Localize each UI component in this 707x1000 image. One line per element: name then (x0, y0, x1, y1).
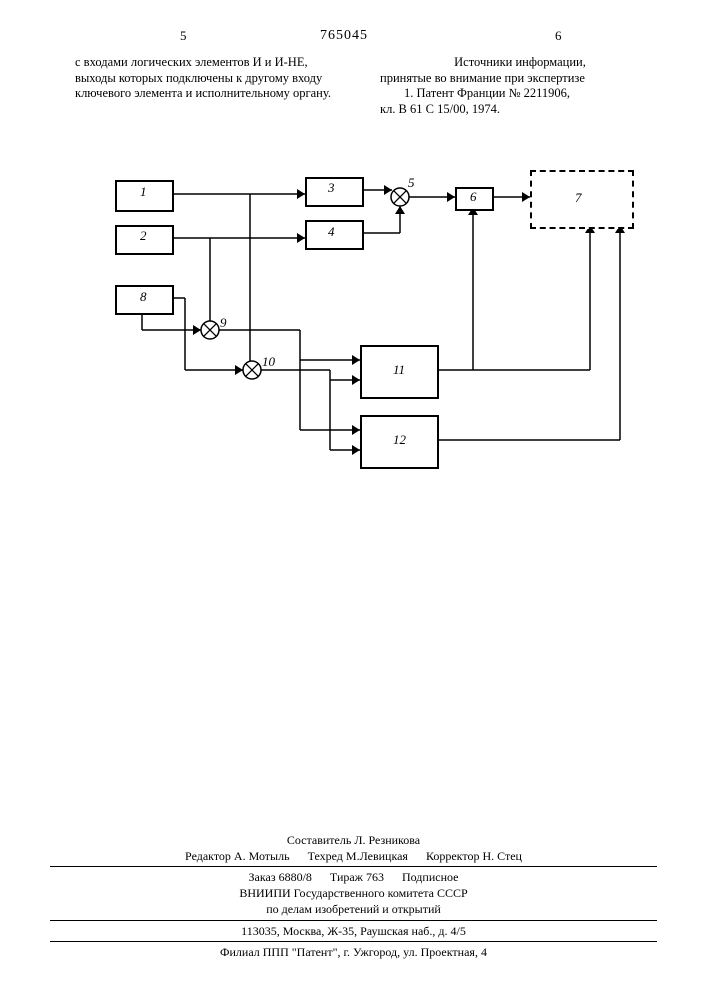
footer: Составитель Л. Резникова Редактор А. Мот… (50, 832, 657, 960)
block-label-12: 12 (393, 432, 406, 448)
node-label-5: 5 (408, 175, 415, 191)
block-label-2: 2 (140, 228, 147, 244)
right-column: Источники информации, принятые во вниман… (380, 55, 660, 118)
block-label-3: 3 (328, 180, 335, 196)
footer-addr2: Филиал ППП "Патент", г. Ужгород, ул. Про… (50, 941, 657, 960)
block-label-6: 6 (470, 189, 477, 205)
footer-tech: Техред М.Левицкая (308, 848, 408, 864)
block-label-8: 8 (140, 289, 147, 305)
block-label-4: 4 (328, 224, 335, 240)
footer-podpis: Подписное (402, 869, 459, 885)
footer-corrector: Корректор Н. Стец (426, 848, 522, 864)
footer-compiler: Составитель Л. Резникова (50, 832, 657, 848)
left-column-text: с входами логических элементов И и И-НЕ,… (75, 55, 335, 102)
sources-ref-2: кл. B 61 C 15/00, 1974. (380, 102, 660, 118)
node-label-10: 10 (262, 354, 275, 370)
footer-tirazh: Тираж 763 (330, 869, 384, 885)
block-diagram: 591012348671112 (80, 170, 640, 500)
footer-org1: ВНИИПИ Государственного комитета СССР (50, 885, 657, 901)
block-label-11: 11 (393, 362, 405, 378)
sources-ref-1: 1. Патент Франции № 2211906, (380, 86, 660, 102)
footer-editor: Редактор А. Мотыль (185, 848, 290, 864)
node-label-9: 9 (220, 315, 227, 331)
footer-addr1: 113035, Москва, Ж-35, Раушская наб., д. … (50, 920, 657, 939)
block-7 (530, 170, 634, 229)
block-label-1: 1 (140, 184, 147, 200)
block-label-7: 7 (575, 190, 582, 206)
page-num-left: 5 (180, 28, 187, 44)
footer-order: Заказ 6880/8 (249, 869, 312, 885)
doc-number: 765045 (320, 28, 368, 44)
sources-sub: принятые во внимание при экспертизе (380, 71, 660, 87)
footer-org2: по делам изобретений и открытий (50, 901, 657, 917)
page-num-right: 6 (555, 28, 562, 44)
sources-title: Источники информации, (380, 55, 660, 71)
